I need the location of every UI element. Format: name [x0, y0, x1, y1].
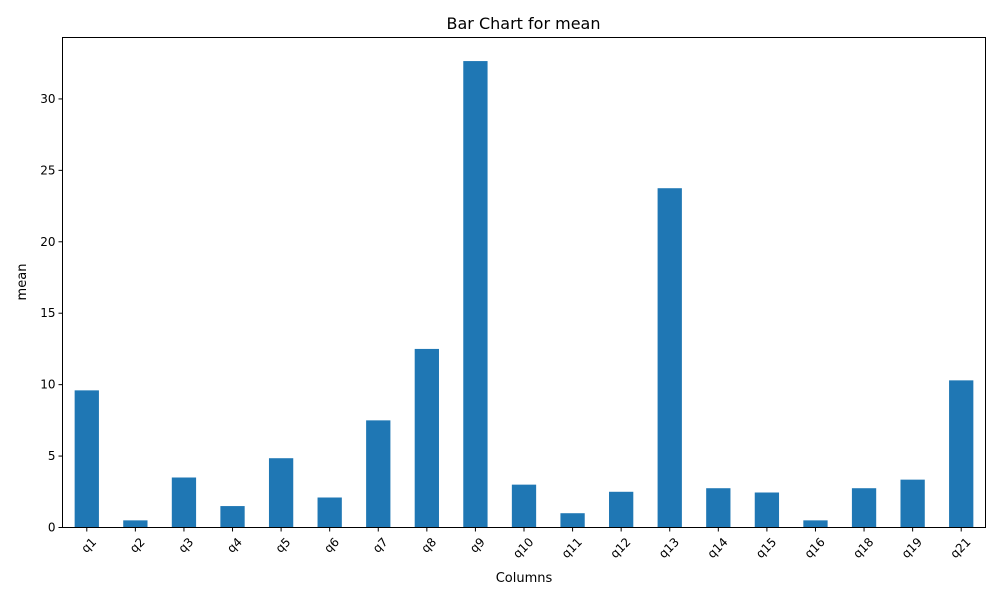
bar-q18 — [851, 488, 877, 528]
bar-q5 — [268, 458, 294, 528]
y-tick-label-5: 5 — [48, 449, 56, 463]
x-tick-label-q10: q10 — [510, 535, 536, 561]
x-tick-label-q6: q6 — [321, 535, 342, 556]
x-tick-label-q11: q11 — [559, 535, 585, 561]
y-tick-label-0: 0 — [48, 521, 56, 535]
bar-q13 — [657, 188, 682, 528]
bar-q3 — [171, 477, 197, 528]
bar-q14 — [706, 488, 731, 528]
x-tick-label-q4: q4 — [224, 535, 245, 556]
x-tick-label-q16: q16 — [802, 535, 828, 561]
x-tick-label-q7: q7 — [370, 535, 391, 556]
bar-q19 — [900, 479, 925, 528]
bar-q16 — [803, 520, 828, 528]
y-tick-label-25: 25 — [40, 163, 55, 177]
bar-q1 — [74, 390, 99, 528]
bar-q11 — [560, 513, 585, 528]
x-tick-label-q12: q12 — [607, 535, 633, 561]
bar-q9 — [463, 61, 488, 528]
x-tick-label-q3: q3 — [176, 535, 197, 556]
bar-q15 — [754, 492, 780, 528]
bars-group — [74, 61, 974, 528]
x-tick-label-q15: q15 — [753, 535, 779, 561]
bar-q6 — [317, 497, 342, 528]
x-tick-label-q14: q14 — [705, 535, 731, 561]
x-tick-label-q2: q2 — [127, 535, 148, 556]
bar-q12 — [609, 491, 634, 528]
x-tick-label-q9: q9 — [467, 535, 488, 556]
bar-q10 — [511, 484, 537, 528]
x-tick-label-q19: q19 — [899, 535, 925, 561]
chart-title: Bar Chart for mean — [447, 14, 601, 33]
bar-q21 — [949, 380, 974, 528]
plot-frame — [62, 37, 986, 528]
x-tick-label-q8: q8 — [418, 535, 439, 556]
y-axis-ticks: 0 5 10 15 20 25 30 — [40, 92, 63, 535]
y-tick-label-15: 15 — [40, 306, 55, 320]
x-tick-label-q21: q21 — [947, 535, 973, 561]
x-tick-label-q18: q18 — [850, 535, 876, 561]
bar-q2 — [123, 520, 148, 528]
bar-q8 — [414, 348, 439, 528]
x-tick-label-q13: q13 — [656, 535, 682, 561]
x-axis-label: Columns — [496, 571, 553, 586]
x-tick-label-q5: q5 — [273, 535, 294, 556]
bar-q4 — [220, 506, 245, 528]
y-tick-label-20: 20 — [40, 235, 55, 249]
y-tick-label-10: 10 — [40, 378, 55, 392]
y-axis-label: mean — [15, 264, 30, 301]
x-axis-ticks: q1 q2 q3 q4 q5 q6 q7 q8 q9 q10 q11 q12 q13 q14 q15 q16 q… — [78, 527, 974, 561]
x-tick-label-q1: q1 — [78, 535, 99, 556]
y-tick-label-30: 30 — [40, 92, 55, 106]
bar-q7 — [366, 420, 391, 528]
